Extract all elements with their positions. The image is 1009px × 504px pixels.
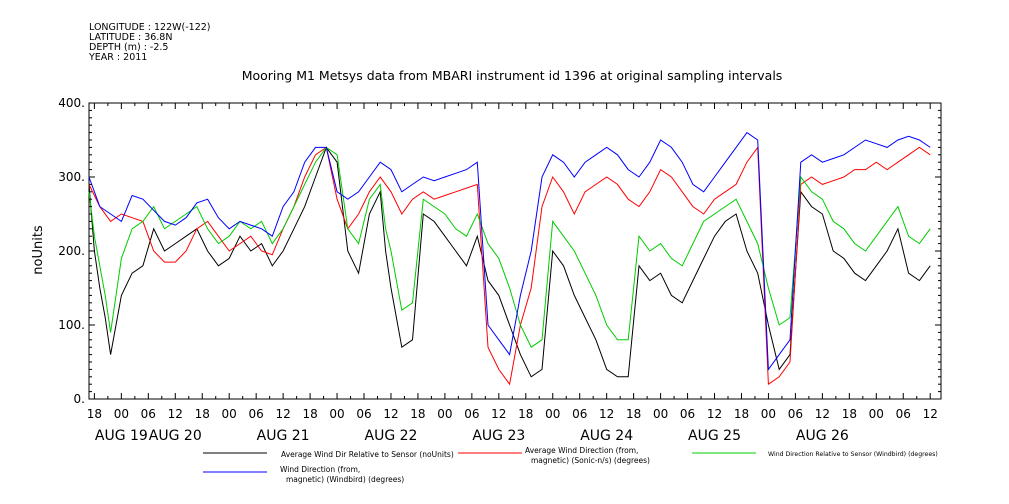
y-axis-label: noUnits bbox=[31, 225, 46, 275]
legend-item-wind-dir: Wind Direction (from, magnetic) (Windbir… bbox=[203, 465, 404, 484]
x-hour-label: 18 bbox=[626, 407, 641, 421]
x-hour-label: 00 bbox=[329, 407, 344, 421]
plot-series bbox=[88, 131, 931, 386]
header-year: YEAR : 2011 bbox=[88, 52, 147, 63]
metadata-header: LONGITUDE : 122W(-122) LATITUDE : 36.8N … bbox=[88, 22, 211, 63]
header-latitude: LATITUDE : 36.8N bbox=[89, 32, 172, 43]
x-hour-label: 18 bbox=[518, 407, 533, 421]
x-hour-label: 06 bbox=[249, 407, 264, 421]
x-hour-label: 18 bbox=[87, 407, 102, 421]
series-line-2-wind-direction-relative-to-sensor-windbi bbox=[88, 146, 931, 348]
x-hour-label: 18 bbox=[842, 407, 857, 421]
x-day-label: AUG 23 bbox=[472, 428, 525, 444]
x-hour-label: 12 bbox=[923, 407, 938, 421]
x-hour-label: 12 bbox=[707, 407, 722, 421]
legend-label-avg-rel: Average Wind Dir Relative to Sensor (noU… bbox=[281, 450, 454, 459]
x-hour-label: 06 bbox=[680, 407, 695, 421]
x-day-label: AUG 19 bbox=[95, 428, 148, 444]
x-hour-label: 00 bbox=[653, 407, 668, 421]
x-hour-label: 12 bbox=[168, 407, 183, 421]
legend-label-wind-dir-line2: magnetic) (Windbird) (degrees) bbox=[286, 475, 404, 484]
header-depth: DEPTH (m) : -2.5 bbox=[89, 42, 168, 53]
x-day-labels: AUG 19 AUG 20 AUG 21 AUG 22 AUG 23 AUG 24 AUG … bbox=[95, 428, 849, 444]
x-hour-label: 18 bbox=[410, 407, 425, 421]
legend-label-wind-rel: Wind Direction Relative to Sensor (Windb… bbox=[768, 451, 938, 458]
x-hour-label: 06 bbox=[141, 407, 156, 421]
x-day-label: AUG 20 bbox=[149, 428, 202, 444]
x-hour-label: 00 bbox=[437, 407, 452, 421]
series-line-1-average-wind-direction-from-magnetic-son bbox=[88, 145, 931, 386]
x-hour-label: 06 bbox=[788, 407, 803, 421]
y-tick-label: 200. bbox=[58, 244, 85, 258]
legend-label-avg-dir-line1: Average Wind Direction (from, bbox=[525, 446, 638, 455]
x-hour-label: 06 bbox=[572, 407, 587, 421]
series-line-3-wind-direction-from-magnetic-windbird-de bbox=[88, 131, 931, 371]
x-hour-label: 00 bbox=[761, 407, 776, 421]
x-hour-label: 00 bbox=[222, 407, 237, 421]
legend-label-wind-dir-line1: Wind Direction (from, bbox=[280, 465, 360, 474]
x-day-label: AUG 24 bbox=[580, 428, 633, 444]
legend-item-avg-dir: Average Wind Direction (from, magnetic) … bbox=[458, 446, 650, 465]
legend-item-avg-rel: Average Wind Dir Relative to Sensor (noU… bbox=[203, 450, 454, 459]
x-day-label: AUG 26 bbox=[796, 428, 849, 444]
y-tick-label: 400. bbox=[58, 96, 85, 110]
legend: Average Wind Dir Relative to Sensor (noU… bbox=[203, 446, 938, 484]
y-tick-label: 100. bbox=[58, 318, 85, 332]
y-tick-labels: 0. 100. 200. 300. 400. bbox=[58, 96, 85, 406]
x-hour-label: 12 bbox=[599, 407, 614, 421]
header-longitude: LONGITUDE : 122W(-122) bbox=[89, 22, 211, 33]
x-day-label: AUG 25 bbox=[688, 428, 741, 444]
x-hour-label: 12 bbox=[275, 407, 290, 421]
x-hour-label: 12 bbox=[815, 407, 830, 421]
y-tick-label: 0. bbox=[74, 392, 85, 406]
x-hour-label: 06 bbox=[896, 407, 911, 421]
x-hour-label: 00 bbox=[869, 407, 884, 421]
y-tick-label: 300. bbox=[58, 170, 85, 184]
x-hour-label: 00 bbox=[545, 407, 560, 421]
x-hour-label: 18 bbox=[302, 407, 317, 421]
legend-label-avg-dir-line2: magnetic) (Sonic-n/s) (degrees) bbox=[531, 456, 650, 465]
x-hour-labels: 18 00 06 12 18 00 06 12 18 00 06 12 18 00 06 12 18 00 06 12… bbox=[87, 407, 938, 421]
x-day-label: AUG 22 bbox=[365, 428, 418, 444]
chart-title: Mooring M1 Metsys data from MBARI instru… bbox=[242, 68, 783, 83]
legend-item-wind-rel: Wind Direction Relative to Sensor (Windb… bbox=[692, 451, 938, 458]
x-hour-label: 12 bbox=[383, 407, 398, 421]
x-day-label: AUG 21 bbox=[257, 428, 310, 444]
axis-ticks bbox=[89, 102, 941, 400]
x-hour-label: 06 bbox=[356, 407, 371, 421]
x-hour-label: 06 bbox=[464, 407, 479, 421]
x-hour-label: 12 bbox=[491, 407, 506, 421]
series-line-0-average-wind-dir-relative-to-sensor-noun bbox=[88, 146, 931, 378]
x-hour-label: 00 bbox=[114, 407, 129, 421]
x-hour-label: 18 bbox=[734, 407, 749, 421]
x-hour-label: 18 bbox=[195, 407, 210, 421]
